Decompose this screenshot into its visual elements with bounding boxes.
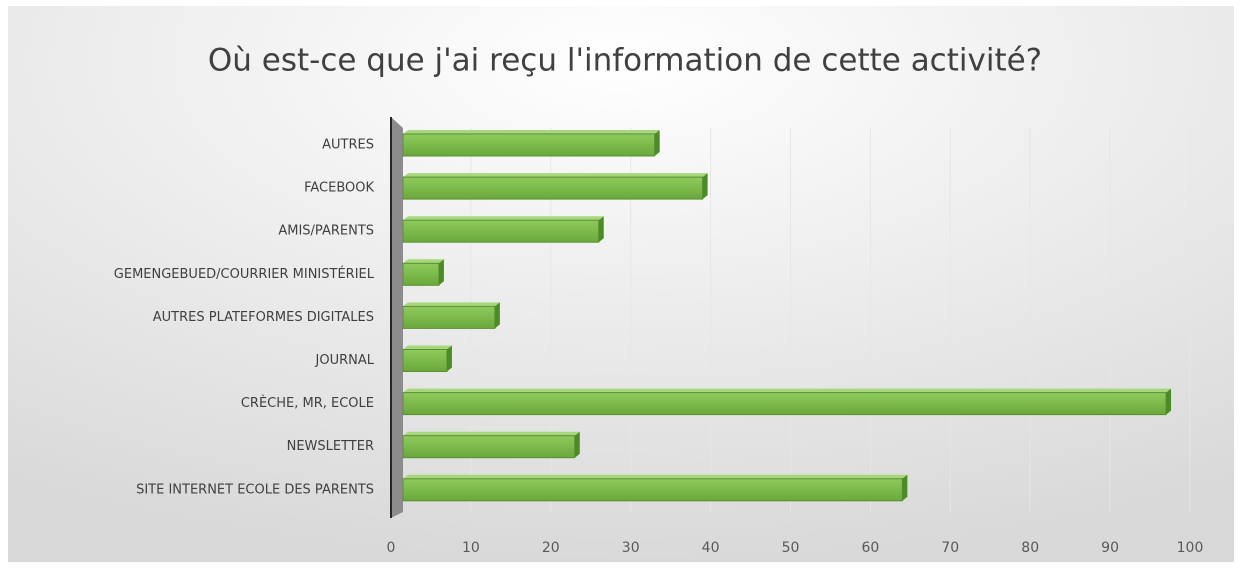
bar [402,435,576,459]
bar-top [403,216,604,221]
bar-side [438,259,444,286]
y-tick-label: AMIS/PARENTS [278,224,374,239]
bar-top [403,130,660,134]
bar-top [403,388,1172,393]
x-tick-label: 50 [782,540,800,556]
bar-side [574,431,580,458]
x-tick-label: 20 [542,540,560,556]
bar-top [403,474,908,479]
y-tick-label: FACEBOOK [304,181,374,196]
x-tick-label: 10 [462,540,480,556]
bar-side [598,216,604,243]
x-tick-label: 80 [1021,540,1039,556]
y-tick-label: GEMENGEBUED/COURRIER MINISTÉRIEL [114,266,375,282]
bar-top [403,302,500,307]
x-tick-label: 0 [387,540,396,556]
axis-wall [391,117,403,518]
x-tick-label: 60 [861,540,879,556]
x-tick-label: 100 [1177,540,1204,556]
bar-side [902,474,908,501]
bar-side [494,302,500,329]
y-tick-label: JOURNAL [315,353,375,368]
y-tick-label: NEWSLETTER [287,439,374,454]
bar-top [403,431,580,436]
bar [402,349,448,372]
x-tick-label: 30 [622,540,640,556]
bar-side [654,130,660,156]
bar [402,176,704,200]
bar [402,262,440,286]
bar-top [403,173,708,178]
chart-background [8,6,1234,562]
bar-side [1166,388,1172,415]
bar-side [702,173,708,200]
y-tick-label: AUTRES [322,138,374,153]
x-tick-label: 40 [702,540,720,556]
bar-top [403,345,452,350]
bar [402,305,496,329]
y-tick-label: SITE INTERNET ECOLE DES PARENTS [136,482,374,497]
bar [402,392,1167,416]
chart-title: Où est-ce que j'ai reçu l'information de… [208,43,1042,79]
bar [402,478,903,502]
bar-top [403,259,444,264]
y-tick-label: AUTRES PLATEFORMES DIGITALES [153,310,374,325]
x-tick-label: 70 [941,540,959,556]
bar-side [446,345,452,372]
bar [402,219,600,243]
bar [402,133,656,157]
x-tick-label: 90 [1101,540,1119,556]
y-tick-label: CRÈCHE, MR, ECOLE [241,395,374,411]
